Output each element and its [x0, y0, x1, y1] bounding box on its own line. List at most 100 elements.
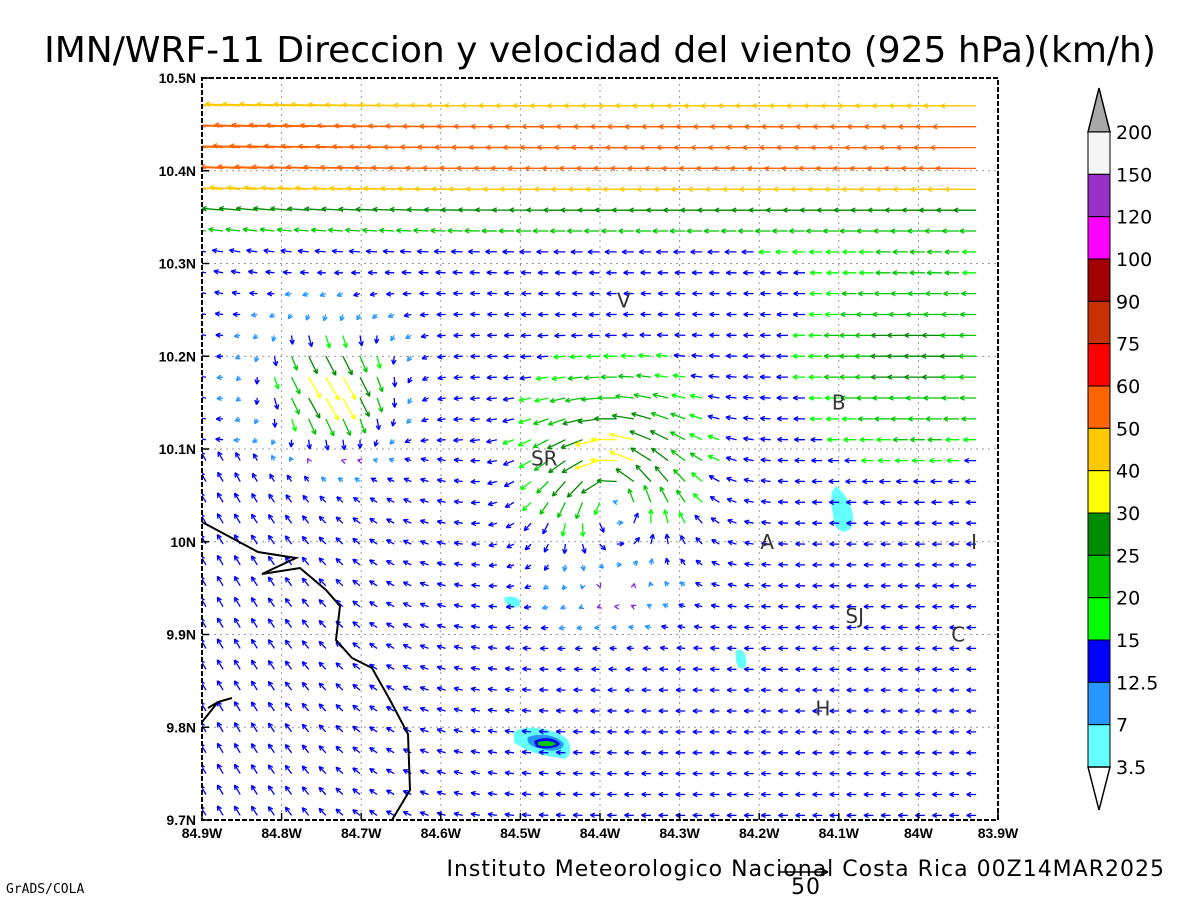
- wind-arrow: [907, 416, 925, 422]
- wind-arrow: [284, 618, 293, 628]
- wind-arrow: [402, 602, 412, 608]
- wind-arrow: [966, 750, 977, 756]
- wind-arrow: [235, 375, 242, 382]
- wind-arrow: [419, 727, 429, 733]
- wind-arrow: [396, 227, 412, 234]
- wind-arrow: [709, 311, 720, 318]
- wind-arrow: [430, 227, 446, 234]
- wind-arrow: [744, 519, 754, 525]
- wind-arrow: [932, 645, 942, 652]
- wind-arrow: [897, 603, 908, 610]
- wind-arrow: [709, 750, 720, 756]
- wind-arrow: [761, 540, 771, 547]
- colorbar-segment: [1087, 258, 1111, 302]
- wind-arrow: [812, 624, 823, 631]
- wind-arrow: [340, 458, 347, 465]
- wind-arrow: [209, 184, 241, 191]
- wind-arrow: [638, 249, 651, 255]
- wind-arrow: [692, 750, 703, 756]
- wind-arrow: [421, 354, 429, 360]
- wind-arrow: [846, 812, 857, 819]
- y-tick-label: 10N: [170, 534, 196, 550]
- wind-arrow: [897, 562, 908, 568]
- shade-calm-core: [538, 740, 556, 747]
- wind-arrow: [689, 393, 703, 400]
- wind-arrow: [692, 290, 703, 297]
- wind-arrow: [857, 416, 874, 422]
- wind-arrow: [272, 418, 278, 428]
- wind-arrow: [505, 604, 515, 610]
- wind-arrow: [504, 290, 515, 297]
- wind-arrow: [618, 228, 634, 234]
- wind-arrow: [390, 335, 396, 342]
- wind-arrow: [744, 582, 754, 589]
- wind-arrow: [778, 750, 788, 756]
- wind-arrow: [658, 812, 669, 819]
- wind-arrow: [863, 520, 874, 526]
- wind-arrow: [929, 457, 942, 464]
- wind-arrow: [846, 603, 857, 610]
- wind-arrow: [352, 767, 361, 775]
- wind-arrow: [846, 708, 857, 714]
- wind-arrow: [812, 770, 823, 777]
- wind-arrow: [586, 353, 600, 360]
- wind-arrow: [287, 313, 293, 320]
- wind-arrow: [215, 416, 224, 422]
- wind-arrow: [376, 376, 384, 393]
- wind-arrow: [555, 728, 566, 735]
- wind-arrow: [795, 624, 805, 631]
- wind-arrow: [386, 518, 395, 524]
- colorbar-segment: [1087, 597, 1111, 641]
- wind-arrow: [572, 812, 583, 818]
- wind-arrow: [470, 603, 480, 609]
- wind-arrow: [470, 728, 480, 734]
- wind-arrow: [216, 763, 224, 774]
- wind-arrow: [251, 492, 258, 503]
- wind-arrow: [915, 770, 925, 777]
- wind-arrow: [213, 269, 224, 275]
- wind-arrow: [369, 767, 378, 775]
- wind-arrow: [839, 332, 857, 339]
- wind-arrow: [695, 536, 703, 545]
- wind-arrow: [693, 645, 703, 651]
- wind-arrow: [284, 723, 293, 733]
- wind-arrow: [233, 763, 241, 774]
- gridlines: [202, 78, 998, 820]
- wind-arrow: [932, 562, 942, 568]
- wind-arrow: [593, 415, 617, 422]
- wind-arrow: [966, 645, 977, 652]
- wind-arrow: [907, 228, 925, 234]
- wind-arrow: [519, 249, 532, 255]
- wind-arrow: [470, 665, 480, 672]
- wind-arrow: [524, 584, 532, 590]
- wind-arrow: [611, 413, 634, 420]
- wind-arrow: [416, 248, 429, 255]
- reference-vector: 50: [780, 867, 829, 900]
- wind-arrow: [537, 270, 549, 276]
- wind-arrow: [725, 415, 737, 421]
- wind-arrow: [608, 666, 617, 672]
- wind-arrow: [959, 395, 977, 401]
- wind-arrow: [633, 512, 639, 524]
- wind-arrow: [325, 335, 332, 349]
- wind-arrow: [861, 457, 874, 464]
- wind-arrow: [941, 395, 959, 401]
- wind-arrow: [202, 146, 207, 149]
- wind-arrow: [726, 645, 737, 652]
- wind-arrow: [915, 687, 925, 693]
- wind-arrow: [453, 311, 463, 318]
- wind-arrow: [887, 374, 908, 380]
- wind-arrow: [521, 686, 532, 693]
- wind-arrow: [401, 269, 412, 276]
- wind-arrow: [216, 554, 224, 566]
- wind-arrow: [553, 354, 566, 360]
- wind-arrow: [932, 729, 942, 735]
- wind-arrow: [759, 270, 771, 276]
- wind-arrow: [273, 376, 280, 390]
- wind-arrow: [576, 624, 583, 631]
- wind-arrow: [670, 449, 686, 462]
- wind-arrow: [966, 562, 977, 568]
- wind-arrow: [339, 314, 345, 322]
- wind-arrow: [845, 499, 857, 506]
- wind-arrow: [352, 517, 361, 524]
